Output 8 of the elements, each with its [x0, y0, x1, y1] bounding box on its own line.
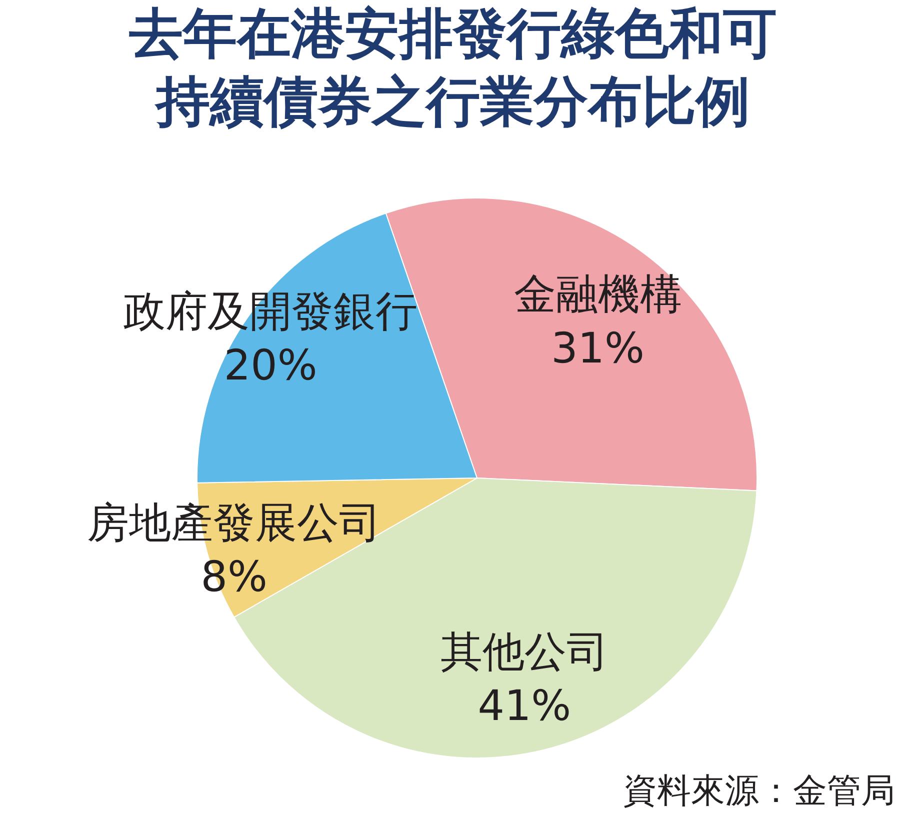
- data-label: 20%: [224, 340, 318, 390]
- chart-title: 去年在港安排發行綠色和可持續債券之行業分布比例: [128, 1, 778, 135]
- slice-label: 政府及開發銀行: [124, 286, 418, 336]
- data-label: 41%: [478, 680, 572, 730]
- source-note: 資料來源：金管局: [623, 771, 895, 811]
- data-label: 31%: [551, 324, 644, 373]
- slice-label: 其他公司: [440, 626, 608, 676]
- slice-label: 金融機構: [514, 270, 682, 319]
